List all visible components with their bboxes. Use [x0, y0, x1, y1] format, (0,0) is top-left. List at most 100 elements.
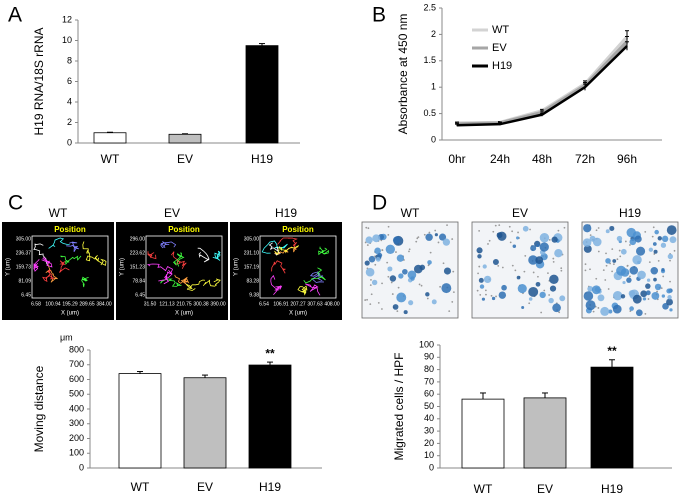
pore: [417, 236, 420, 239]
cell: [408, 300, 414, 306]
significance: **: [607, 344, 617, 358]
pore: [495, 295, 497, 298]
pore: [477, 272, 479, 275]
cell: [612, 291, 623, 301]
plot-y-tick: 296.00: [130, 236, 146, 242]
plot-x-tick: 6.54: [259, 301, 269, 307]
pore: [426, 297, 429, 300]
cell: [491, 296, 496, 301]
y-axis-label: Migrated cells / HPF: [392, 352, 406, 460]
pore: [563, 226, 566, 229]
cell: [434, 233, 438, 237]
cell: [648, 247, 654, 252]
pore: [488, 239, 491, 242]
image-label: EV: [512, 206, 528, 220]
y-axis-label: Moving distance: [32, 365, 46, 452]
bar: [118, 373, 162, 469]
pore: [548, 294, 551, 296]
cell: [666, 298, 673, 306]
x-tick-label: H19: [259, 480, 281, 494]
plot-y-tick: 9.38: [249, 292, 259, 298]
x-tick-label: WT: [101, 152, 120, 166]
y-tick-label: 2: [67, 117, 72, 127]
cell: [548, 297, 554, 304]
pore: [381, 282, 383, 285]
plot-x-tick: 106.91: [273, 301, 289, 307]
cell: [478, 277, 484, 283]
pore: [673, 249, 676, 252]
plot-y-label: Y (um): [6, 258, 12, 276]
trajectory: [32, 259, 40, 272]
pore: [420, 284, 423, 287]
pore: [479, 293, 482, 296]
pore: [560, 269, 563, 272]
pore: [391, 293, 394, 295]
cell: [364, 260, 370, 266]
pore: [442, 262, 445, 265]
pore: [611, 248, 614, 250]
pore: [429, 251, 432, 254]
plot-title: Position: [168, 225, 200, 234]
pore: [446, 224, 448, 226]
plot-x-tick: 210.75: [176, 301, 192, 307]
trajectory: [81, 276, 89, 288]
cell: [389, 275, 397, 282]
y-tick-label: 90: [424, 352, 434, 362]
pore: [629, 244, 631, 246]
pore: [612, 263, 615, 266]
cell: [442, 238, 451, 246]
cell: [652, 242, 657, 246]
y-tick-label: 10: [424, 450, 434, 460]
pore: [540, 311, 543, 314]
pore: [517, 231, 519, 234]
cell: [654, 283, 662, 291]
cell: [634, 235, 642, 243]
cell: [551, 236, 558, 243]
cell: [483, 275, 492, 284]
y-tick-label: 0: [67, 137, 72, 147]
cell: [427, 260, 432, 265]
cell: [657, 236, 662, 241]
x-tick-label: EV: [197, 480, 213, 494]
cell: [482, 264, 487, 269]
cell: [554, 249, 563, 258]
cell: [441, 283, 452, 294]
trajectory: [261, 240, 288, 254]
trajectory: [305, 283, 321, 296]
x-tick-label: H19: [251, 152, 273, 166]
pore: [437, 241, 440, 244]
trajectory: [160, 278, 182, 287]
cell: [605, 258, 611, 264]
pore: [652, 226, 655, 229]
trajectory: [82, 241, 96, 262]
pore: [377, 301, 380, 304]
trajectory: [297, 285, 308, 296]
pore: [397, 286, 400, 289]
trajectory: [172, 252, 185, 267]
pore: [365, 226, 368, 229]
pore: [386, 261, 389, 264]
plot-x-tick: 300.38: [193, 301, 209, 307]
cell: [375, 256, 381, 262]
x-tick-label: 72h: [575, 152, 595, 166]
bar: [590, 366, 634, 469]
pore: [408, 248, 411, 251]
cell: [522, 225, 529, 232]
pore: [660, 287, 663, 290]
pore: [604, 279, 607, 281]
pore: [387, 275, 390, 278]
cell: [365, 267, 375, 277]
plot-x-tick: 100.94: [45, 301, 61, 307]
plot-y-tick: 151.23: [130, 264, 146, 270]
cell: [439, 233, 447, 241]
pore: [611, 270, 614, 273]
pore: [523, 270, 526, 273]
cell: [516, 236, 520, 240]
trajectory: [60, 255, 82, 265]
trajectory: [212, 250, 221, 261]
pore: [370, 278, 372, 281]
pore: [629, 275, 631, 278]
cell: [425, 292, 430, 297]
plot-y-tick: 305.00: [244, 236, 260, 242]
pore: [514, 269, 517, 272]
